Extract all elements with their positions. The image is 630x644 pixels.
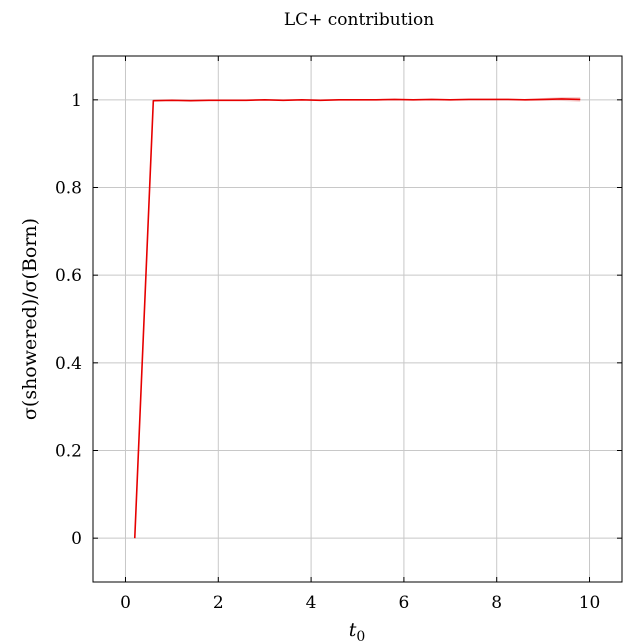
x-tick-label: 8	[491, 593, 502, 613]
y-axis-label: σ(showered)/σ(Born)	[19, 218, 41, 420]
chart-title: LC+ contribution	[284, 10, 434, 30]
y-tick-label: 0.2	[55, 442, 82, 462]
x-tick-label: 0	[120, 593, 131, 613]
x-tick-label: 6	[398, 593, 409, 613]
y-tick-label: 1	[71, 91, 82, 111]
x-tick-label: 2	[213, 593, 224, 613]
y-tick-label: 0	[71, 529, 82, 549]
x-tick-label: 4	[306, 593, 317, 613]
x-ticks: 0 2 4 6 8 10	[120, 56, 600, 613]
plot-frame	[92, 55, 623, 583]
x-axis-label-subscript: 0	[356, 629, 365, 644]
y-tick-label: 0.4	[55, 354, 82, 374]
x-axis-label: t0	[349, 619, 366, 644]
grid	[93, 56, 622, 582]
series-group	[133, 98, 581, 539]
x-tick-label: 10	[579, 593, 601, 613]
y-tick-label: 0.6	[55, 266, 82, 286]
y-tick-label: 0.8	[55, 179, 82, 199]
series-line	[133, 98, 581, 539]
y-ticks: 0 0.2 0.4 0.6 0.8 1	[55, 91, 622, 549]
x-axis-label-main: t	[349, 619, 357, 641]
